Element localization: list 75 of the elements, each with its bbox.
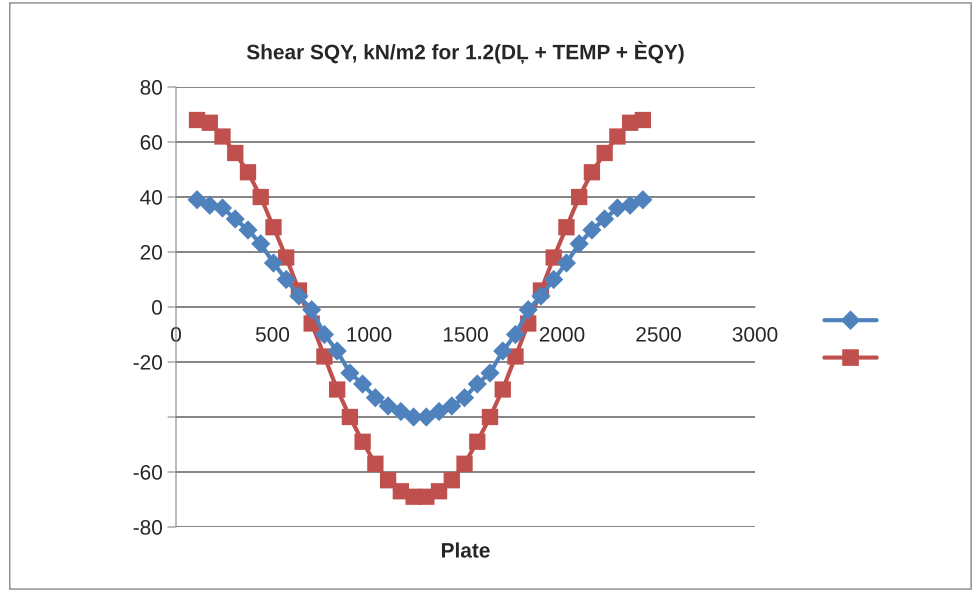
point [558,219,575,236]
point [302,300,322,320]
point [634,190,652,210]
point [366,388,385,408]
x-tick-label: 500 [256,326,290,342]
point [328,342,347,360]
point [608,198,627,218]
point [596,144,613,162]
point [200,196,220,215]
point [252,188,269,206]
y-tick-label: -20 [134,355,162,370]
point [213,198,232,218]
point [378,396,398,416]
point [469,434,486,450]
point [506,325,525,344]
point [609,128,626,145]
x-tick-label: 1000 [347,326,392,342]
point [353,374,372,394]
point [634,112,652,128]
point [518,300,538,320]
y-tick-label: 20 [140,245,162,260]
point [367,456,384,472]
point [240,164,256,180]
point [391,402,410,421]
y-tick-label: 80 [140,80,162,95]
point [480,364,500,382]
point [340,364,360,382]
point [188,190,206,210]
point [354,434,371,450]
point [532,286,550,306]
point [328,381,346,398]
point [455,388,474,408]
x-axis-title: Plate [442,542,490,558]
point [430,402,448,421]
point [442,396,462,416]
point [468,374,487,394]
point [494,381,511,398]
point [582,220,602,240]
point [444,472,460,488]
point [546,249,562,266]
point [290,286,308,306]
y-tick-label: 40 [140,190,162,205]
y-tick-label: -60 [134,465,162,480]
point [544,270,564,289]
point [238,220,258,240]
point [584,164,600,180]
point [251,234,270,254]
x-tick-label: 1500 [444,326,488,342]
point [265,219,282,236]
point [276,270,296,289]
point [380,472,396,488]
point [315,325,334,344]
point [227,144,244,162]
point [214,128,231,145]
x-tick-label: 2000 [540,326,584,342]
chart-title: Shear SQY, kN/m2 for 1.2(DĻ + TEMP + ÈQY) [246,40,684,64]
point [482,408,498,426]
y-tick-label: 60 [140,135,162,150]
y-tick-label: 0 [152,300,162,315]
point [342,408,358,426]
y-tick-label: -80 [134,520,162,535]
point [493,342,512,360]
point [202,114,218,131]
point [430,483,448,500]
point [456,456,473,472]
x-tick-label: 2500 [636,326,681,342]
point [278,249,294,266]
x-tick-label: 3000 [732,326,778,342]
point [264,254,283,272]
point [595,210,614,228]
point [620,196,640,215]
point [571,188,588,206]
point [557,254,576,272]
point [570,234,589,254]
point [226,210,245,228]
